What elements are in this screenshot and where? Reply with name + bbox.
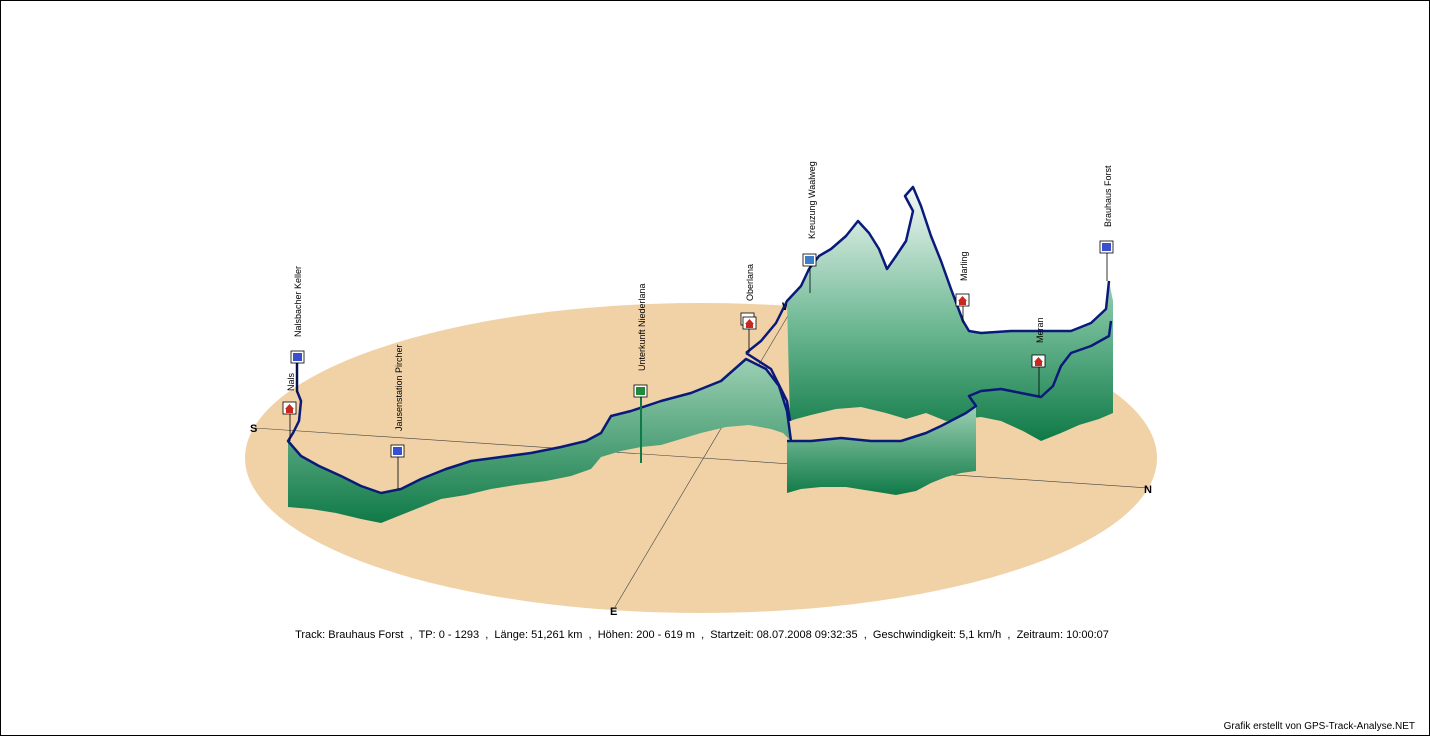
waypoint-label-marling: Marling xyxy=(959,251,969,281)
credit-text: Grafik erstellt von GPS-Track-Analyse.NE… xyxy=(1223,721,1415,732)
waypoint-label-nals: Nals xyxy=(286,372,296,391)
waypoint-nals[interactable]: Nals xyxy=(282,372,297,441)
waypoint-meran[interactable]: Meran xyxy=(1031,317,1046,396)
restaurant-icon xyxy=(393,447,402,455)
waypoint-nalsbacher-keller[interactable]: Nalsbacher Keller xyxy=(290,266,305,393)
waypoint-label-unterkunft-niederlana: Unterkunft Niederlana xyxy=(637,283,647,371)
waypoint-label-brauhaus-forst: Brauhaus Forst xyxy=(1103,165,1113,227)
waypoint-oberlana[interactable]: Oberlana xyxy=(740,264,757,353)
waypoint-kreuzung-waalweg[interactable]: Kreuzung Waalweg xyxy=(802,161,817,293)
restaurant-icon xyxy=(293,353,302,361)
track-line xyxy=(286,185,1113,495)
waypoint-marling[interactable]: Marling xyxy=(955,251,970,323)
waypoint-label-oberlana: Oberlana xyxy=(745,264,755,301)
axis-s-n xyxy=(254,427,1150,489)
waypoint-label-meran: Meran xyxy=(1035,317,1045,343)
direction-s-label: S xyxy=(250,423,257,435)
elevation-wall-lower xyxy=(787,406,976,495)
lodging-icon xyxy=(1034,357,1043,366)
track-summary: Track: Brauhaus Forst , TP: 0 - 1293 , L… xyxy=(295,629,1109,641)
waypoint-label-kreuzung-waalweg: Kreuzung Waalweg xyxy=(807,161,817,239)
waypoint-jausenstation-pircher[interactable]: Jausenstation Pircher xyxy=(390,344,405,489)
direction-e-label: E xyxy=(610,606,617,618)
waypoint-label-nalsbacher-keller: Nalsbacher Keller xyxy=(293,266,303,337)
lodging-icon xyxy=(745,319,754,328)
waypoint-unterkunft-niederlana[interactable]: Unterkunft Niederlana xyxy=(633,283,648,463)
direction-n-label: N xyxy=(1144,484,1152,496)
waypoint-brauhaus-forst[interactable]: Brauhaus Forst xyxy=(1099,165,1114,281)
waypoint-label-jausenstation-pircher: Jausenstation Pircher xyxy=(394,344,404,431)
restaurant-icon xyxy=(1102,243,1111,251)
elevation-wall-back xyxy=(787,187,1113,441)
lodging-icon xyxy=(958,296,967,305)
camera-icon xyxy=(805,256,814,264)
lodging-icon xyxy=(285,404,294,413)
flag-icon xyxy=(636,387,645,395)
